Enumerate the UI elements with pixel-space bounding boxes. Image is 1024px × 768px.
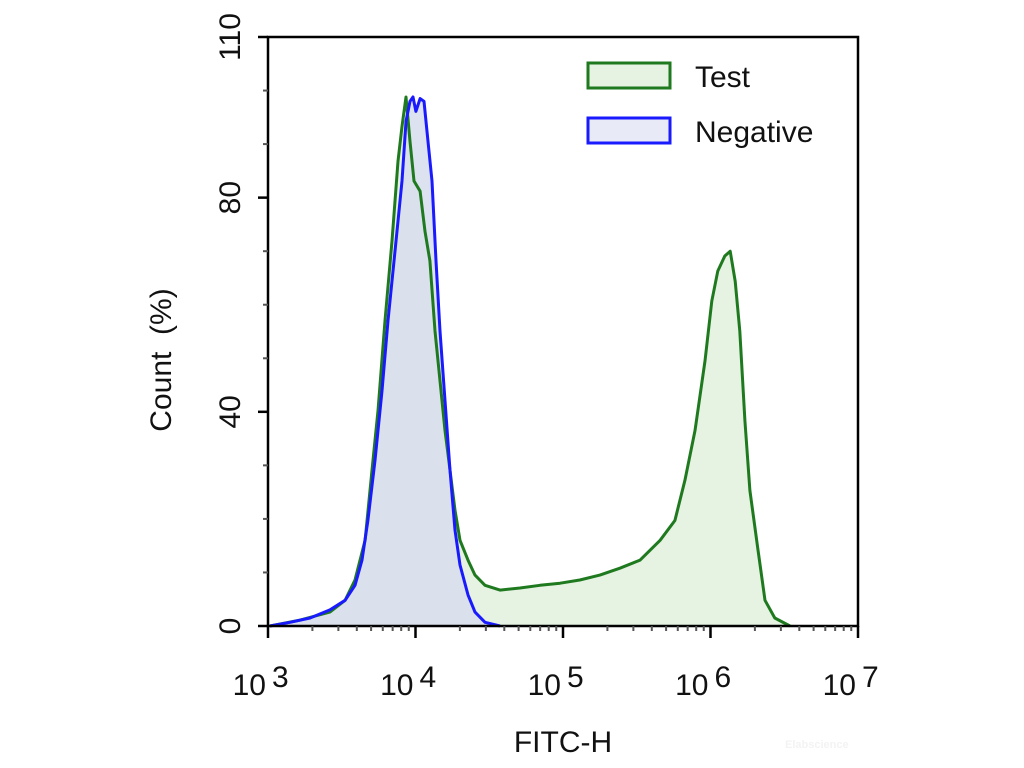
legend-swatch-test	[586, 61, 672, 90]
x-tick-label-exponent: 4	[420, 661, 437, 694]
x-axis-title: FITC-H	[514, 726, 612, 759]
legend-label-negative: Negative	[695, 116, 813, 149]
y-tick-label: 110	[214, 13, 247, 61]
x-tick-label-base: 10	[528, 669, 561, 702]
x-tick-label-exponent: 6	[715, 661, 732, 694]
axis-ticks	[258, 35, 860, 638]
x-tick-label-base: 10	[823, 669, 856, 702]
series-line-test	[269, 95, 791, 628]
legend-swatch-negative	[586, 116, 672, 145]
x-tick-labels: 10 3 10 4 10 5 10 6 10 7	[233, 661, 879, 702]
y-axis-title: Count (%)	[145, 288, 178, 431]
x-tick-label-exponent: 7	[862, 661, 879, 694]
x-tick-label-exponent: 5	[567, 661, 584, 694]
series-fill-test	[269, 97, 791, 626]
y-tick-label: 0	[214, 618, 247, 635]
series-line-negative	[269, 95, 501, 628]
x-tick-label-exponent: 3	[272, 661, 289, 694]
y-tick-labels: 0 40 80 110	[214, 13, 247, 634]
x-tick-label-base: 10	[380, 669, 413, 702]
x-tick-label-base: 10	[675, 669, 708, 702]
histogram-series	[269, 95, 791, 628]
x-tick-label-base: 10	[233, 669, 266, 702]
legend-label-test: Test	[695, 61, 751, 94]
legend: Test Negative	[586, 61, 813, 149]
watermark: Elabscience	[785, 739, 849, 751]
y-tick-label: 80	[214, 181, 247, 214]
y-tick-label: 40	[214, 395, 247, 428]
